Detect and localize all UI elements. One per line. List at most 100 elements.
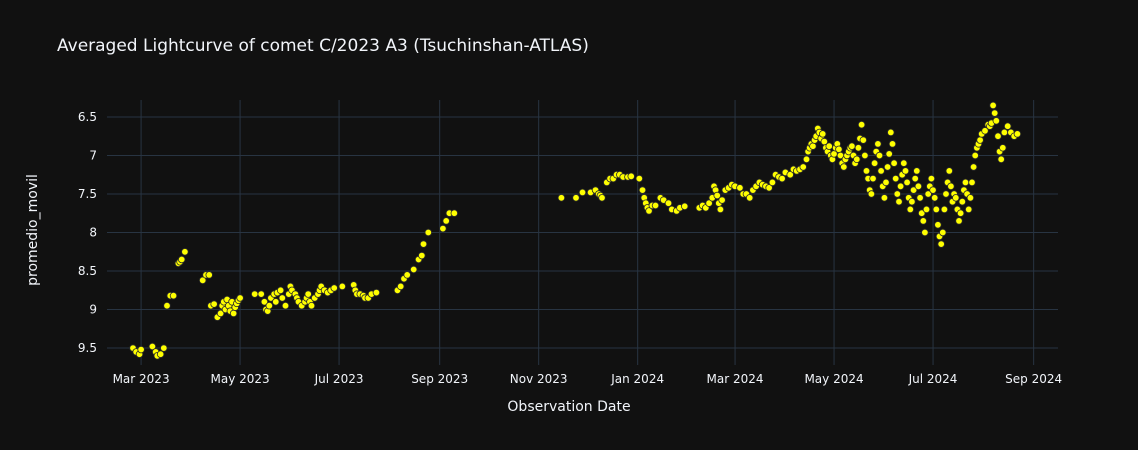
data-point[interactable]	[768, 178, 777, 187]
data-point[interactable]	[160, 344, 168, 352]
data-point[interactable]	[840, 163, 848, 171]
data-point[interactable]	[991, 109, 999, 117]
data-point[interactable]	[937, 240, 945, 248]
data-point[interactable]	[181, 248, 189, 256]
data-point[interactable]	[410, 265, 418, 274]
data-point[interactable]	[198, 276, 207, 284]
data-point[interactable]	[281, 302, 290, 310]
data-point[interactable]	[976, 136, 984, 144]
data-point[interactable]	[645, 207, 653, 215]
data-point[interactable]	[880, 194, 889, 202]
data-point[interactable]	[857, 120, 866, 129]
data-point[interactable]	[913, 167, 921, 175]
data-point[interactable]	[895, 197, 903, 206]
data-point[interactable]	[1013, 130, 1022, 138]
data-point[interactable]	[148, 342, 157, 351]
data-point[interactable]	[867, 190, 876, 198]
data-point[interactable]	[718, 196, 726, 204]
data-point[interactable]	[914, 182, 923, 190]
data-point[interactable]	[257, 290, 265, 298]
data-point[interactable]	[859, 136, 867, 144]
data-point[interactable]	[853, 155, 861, 163]
data-point[interactable]	[307, 302, 316, 310]
data-point[interactable]	[330, 284, 338, 292]
data-point[interactable]	[419, 240, 428, 248]
data-point[interactable]	[888, 140, 897, 148]
data-point[interactable]	[955, 217, 963, 225]
data-point[interactable]	[875, 151, 884, 160]
data-point[interactable]	[961, 178, 970, 187]
data-point[interactable]	[635, 174, 643, 183]
data-point[interactable]	[848, 142, 856, 150]
data-point[interactable]	[713, 191, 721, 200]
data-point[interactable]	[557, 194, 566, 202]
data-point[interactable]	[883, 163, 892, 171]
data-point[interactable]	[919, 217, 927, 225]
data-point[interactable]	[156, 350, 165, 358]
data-point[interactable]	[997, 155, 1005, 163]
data-point[interactable]	[578, 188, 587, 197]
data-point[interactable]	[924, 190, 932, 198]
data-point[interactable]	[450, 209, 458, 217]
data-point[interactable]	[956, 209, 965, 217]
data-point[interactable]	[809, 142, 817, 150]
data-point[interactable]	[424, 228, 432, 237]
data-point[interactable]	[210, 300, 218, 308]
data-point[interactable]	[272, 298, 280, 306]
data-point[interactable]	[969, 163, 978, 171]
data-point[interactable]	[903, 178, 911, 187]
data-point[interactable]	[137, 345, 145, 354]
data-point[interactable]	[992, 117, 1000, 125]
data-point[interactable]	[799, 163, 807, 171]
data-point[interactable]	[397, 282, 405, 291]
data-point[interactable]	[882, 178, 890, 187]
data-point[interactable]	[778, 174, 786, 183]
data-point[interactable]	[802, 155, 811, 163]
data-point[interactable]	[870, 159, 879, 167]
data-point[interactable]	[861, 151, 869, 160]
data-point[interactable]	[906, 205, 914, 214]
data-point[interactable]	[418, 251, 426, 260]
data-point[interactable]	[338, 282, 346, 291]
data-point[interactable]	[921, 228, 929, 237]
data-point[interactable]	[971, 151, 979, 160]
data-point[interactable]	[922, 205, 931, 214]
data-point[interactable]	[932, 205, 940, 214]
data-point[interactable]	[934, 221, 942, 229]
data-point[interactable]	[989, 101, 997, 110]
data-point[interactable]	[765, 184, 773, 192]
data-point[interactable]	[931, 194, 939, 202]
data-point[interactable]	[236, 294, 244, 302]
data-point[interactable]	[958, 197, 966, 206]
data-point[interactable]	[442, 217, 450, 225]
data-point[interactable]	[885, 150, 893, 158]
data-point[interactable]	[572, 194, 580, 202]
data-point[interactable]	[786, 170, 794, 179]
data-point[interactable]	[265, 302, 273, 310]
data-point[interactable]	[177, 255, 186, 264]
data-point[interactable]	[940, 205, 949, 214]
data-point[interactable]	[896, 182, 905, 190]
data-point[interactable]	[229, 309, 238, 318]
data-point[interactable]	[900, 159, 908, 167]
data-point[interactable]	[918, 209, 926, 217]
data-point[interactable]	[947, 182, 955, 190]
data-point[interactable]	[892, 174, 900, 183]
data-point[interactable]	[260, 298, 269, 306]
data-point[interactable]	[887, 128, 895, 137]
data-point[interactable]	[681, 202, 689, 210]
data-point[interactable]	[736, 184, 744, 192]
data-point[interactable]	[216, 309, 225, 318]
data-point[interactable]	[627, 172, 635, 180]
data-point[interactable]	[1004, 122, 1012, 130]
data-point[interactable]	[999, 144, 1007, 152]
data-point[interactable]	[877, 167, 885, 175]
data-point[interactable]	[705, 199, 713, 207]
data-point[interactable]	[439, 224, 447, 233]
data-point[interactable]	[994, 132, 1002, 140]
data-point[interactable]	[854, 144, 863, 152]
data-point[interactable]	[276, 286, 285, 294]
data-point[interactable]	[916, 194, 924, 202]
data-point[interactable]	[638, 186, 647, 194]
data-point[interactable]	[598, 194, 606, 202]
